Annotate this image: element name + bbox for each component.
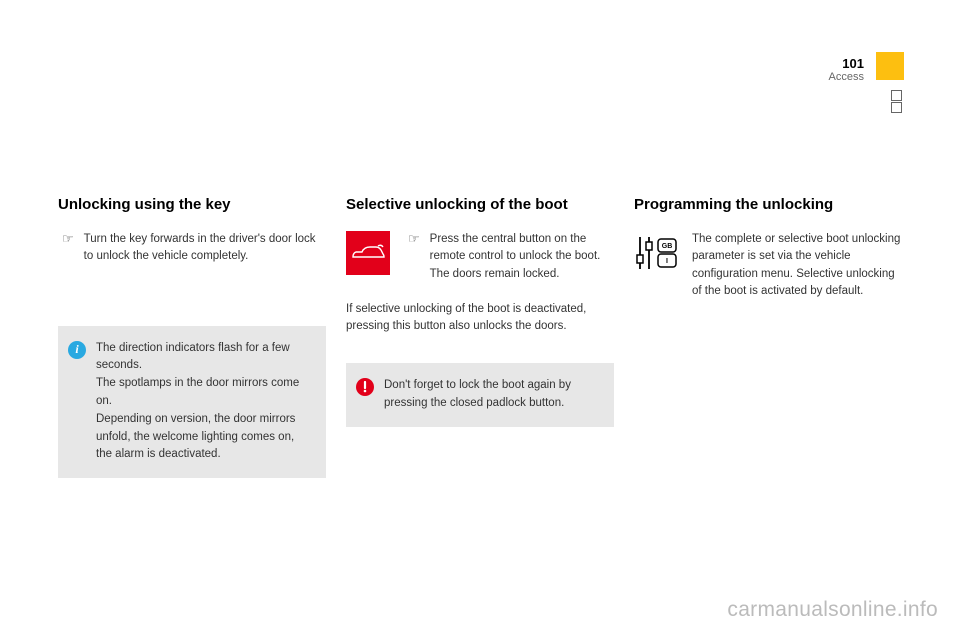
bullet-row: ☞ Press the central button on the remote… xyxy=(404,231,614,283)
pointer-icon: ☞ xyxy=(408,231,420,283)
heading-selective-unlocking: Selective unlocking of the boot xyxy=(346,196,614,213)
svg-text:I: I xyxy=(666,258,668,265)
watermark: carmanualsonline.info xyxy=(727,598,938,622)
info-callout-text: The direction indicators flash for a few… xyxy=(96,340,312,465)
yellow-block xyxy=(876,52,904,80)
icon-row-content: ☞ Press the central button on the remote… xyxy=(404,231,614,283)
page-number: 101 xyxy=(829,56,864,71)
info-icon: i xyxy=(68,341,86,359)
pointer-icon: ☞ xyxy=(62,231,74,266)
page-header: 101 Access xyxy=(829,56,864,83)
section-name: Access xyxy=(829,71,864,83)
content: Unlocking using the key ☞ Turn the key f… xyxy=(58,196,902,478)
info-callout: i The direction indicators flash for a f… xyxy=(58,326,326,479)
heading-unlocking-key: Unlocking using the key xyxy=(58,196,326,213)
bullet-text: Turn the key forwards in the driver's do… xyxy=(84,231,326,266)
boot-icon-text: Press the central button on the remote c… xyxy=(430,231,614,283)
paragraph-deactivated: If selective unlocking of the boot is de… xyxy=(346,301,614,336)
icon-row-boot: ☞ Press the central button on the remote… xyxy=(346,231,614,283)
icon-row-settings: GB I The complete or selective boot unlo… xyxy=(634,231,902,300)
boot-unlock-icon xyxy=(346,231,390,275)
warning-callout-text: Don't forget to lock the boot again by p… xyxy=(384,377,600,413)
bullet-row: ☞ Turn the key forwards in the driver's … xyxy=(58,231,326,266)
warning-icon xyxy=(356,378,374,396)
column-selective-unlocking: Selective unlocking of the boot ☞ Press … xyxy=(346,196,614,478)
warning-callout: Don't forget to lock the boot again by p… xyxy=(346,363,614,427)
heading-programming: Programming the unlocking xyxy=(634,196,902,213)
column-programming: Programming the unlocking GB I The compl… xyxy=(634,196,902,478)
settings-icon-text: The complete or selective boot unlocking… xyxy=(692,231,902,300)
svg-text:GB: GB xyxy=(662,243,673,250)
column-unlocking-key: Unlocking using the key ☞ Turn the key f… xyxy=(58,196,326,478)
settings-icon: GB I xyxy=(634,231,678,275)
